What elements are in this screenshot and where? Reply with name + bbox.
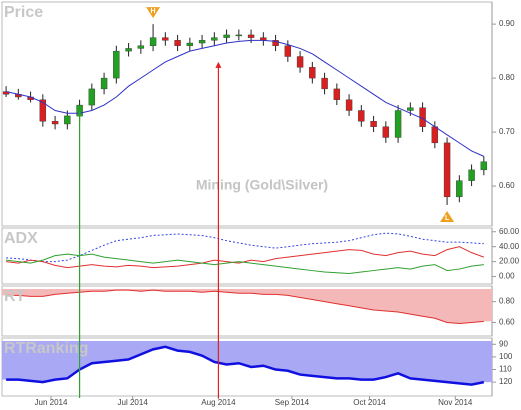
candle-body — [480, 161, 488, 171]
candle-body — [345, 99, 353, 111]
extreme-marker-label: H — [151, 8, 156, 15]
x-tick-label: Nov 2014 — [438, 398, 473, 407]
extreme-marker-label: L — [445, 215, 450, 222]
candle-body — [247, 34, 255, 38]
panel-title: Price — [4, 4, 43, 21]
candle-body — [100, 77, 108, 90]
candle-body — [113, 50, 120, 79]
candle-body — [88, 88, 96, 106]
candle-body — [211, 37, 218, 41]
y-tick-label: 0.90 — [499, 19, 515, 28]
y-tick-label: 0.80 — [499, 73, 515, 82]
x-tick-label: Aug 2014 — [201, 398, 236, 407]
y-tick-label: 0.70 — [499, 127, 515, 136]
x-tick-label: Oct 2014 — [353, 398, 386, 407]
watermark: Mining (Gold\Silver) — [196, 177, 328, 193]
series-line — [6, 253, 484, 275]
candle-body — [284, 45, 292, 57]
panel-title: ADX — [4, 230, 38, 247]
x-tick-label: Jun 2014 — [35, 398, 68, 407]
area-fill — [2, 341, 492, 385]
candle-body — [358, 110, 365, 122]
panel-title: RTRanking — [4, 340, 88, 357]
y-tick-label: 0.60 — [499, 318, 515, 327]
candle-body — [174, 40, 181, 46]
candle-body — [272, 40, 279, 46]
y-tick-label: 40.00 — [499, 242, 520, 251]
moving-average — [5, 39, 485, 157]
candle-body — [321, 77, 328, 90]
candle-body — [2, 91, 10, 95]
signal-arrowhead — [76, 110, 83, 117]
candle-body — [456, 180, 463, 198]
candle-body — [64, 115, 71, 125]
series-line — [6, 246, 485, 269]
y-tick-label: 120 — [499, 377, 513, 386]
y-tick-label: 20.00 — [499, 257, 520, 266]
candle-body — [198, 40, 206, 44]
candle-body — [309, 67, 316, 79]
candle-body — [382, 126, 390, 138]
candle-body — [39, 99, 47, 122]
candle-body — [443, 142, 451, 198]
signal-arrowhead — [215, 61, 222, 68]
candle-body — [223, 34, 230, 38]
candle-body — [370, 121, 377, 127]
x-tick-label: Sep 2014 — [275, 398, 310, 407]
candle-body — [468, 169, 475, 181]
y-tick-label: 0.80 — [499, 297, 515, 306]
area-fill — [2, 289, 492, 324]
y-tick-label: 110 — [499, 365, 512, 374]
candle-body — [137, 45, 145, 49]
x-tick-label: Jul 2014 — [118, 398, 149, 407]
candle-body — [149, 37, 157, 46]
y-tick-label: 60.00 — [499, 227, 520, 236]
candle-body — [125, 48, 132, 52]
candle-body — [186, 42, 194, 46]
extreme-marker — [440, 210, 455, 222]
area-line — [6, 345, 485, 386]
y-tick-label: 90 — [499, 339, 508, 348]
candle-body — [394, 110, 402, 138]
area-line — [6, 289, 484, 325]
candle-body — [296, 56, 304, 68]
y-tick-label: 100 — [499, 352, 513, 361]
candle-body — [51, 121, 59, 125]
extreme-marker — [146, 7, 161, 19]
candle-body — [407, 107, 414, 111]
candle-body — [235, 34, 243, 37]
y-tick-label: 0.00 — [499, 272, 515, 281]
candle-body — [431, 126, 439, 144]
panel-title: RT — [4, 288, 26, 305]
series-line — [6, 232, 484, 263]
panel-frame — [1, 227, 493, 285]
y-tick-label: 0.60 — [499, 181, 515, 190]
candle-body — [333, 88, 341, 100]
candle-body — [162, 37, 169, 41]
